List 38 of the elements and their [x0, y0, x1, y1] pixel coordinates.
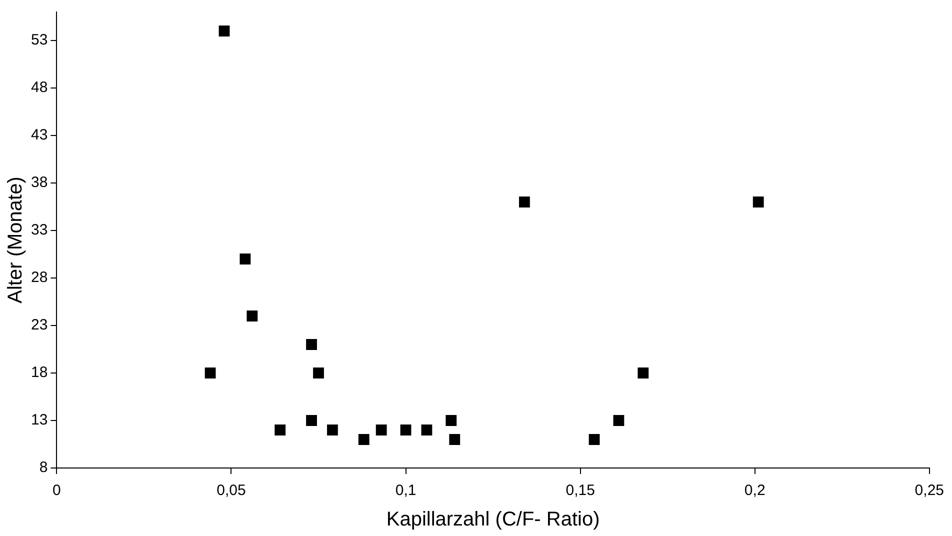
point	[274, 424, 286, 436]
point	[376, 424, 387, 436]
point	[588, 434, 600, 445]
point	[638, 368, 649, 378]
y-tick-label: 43	[30, 126, 48, 144]
point	[218, 26, 230, 36]
point	[240, 254, 251, 264]
y-tick-label: 33	[30, 222, 48, 239]
y-tick-label: 53	[30, 32, 48, 49]
point	[358, 434, 370, 445]
point	[246, 310, 258, 322]
x-axis-title: Kapillarzahl (C/F- Ratio)	[386, 508, 600, 531]
point	[446, 415, 457, 426]
x-tick-label: 0,2	[744, 482, 766, 500]
y-tick-label: 13	[30, 412, 48, 429]
point	[400, 424, 412, 436]
point	[306, 415, 317, 426]
y-tick-label: 48	[30, 79, 48, 96]
y-tick-label: 8	[39, 459, 48, 476]
x-tick-label: 0,1	[395, 482, 416, 500]
x-tick-label: 0,25	[914, 482, 944, 500]
point	[327, 424, 338, 436]
x-tick-label: 0,05	[216, 482, 246, 500]
y-axis-title: Alter (Monate)	[4, 176, 27, 304]
y-tick-label: 18	[30, 364, 48, 382]
point	[449, 434, 460, 445]
y-tick-label: 28	[30, 269, 48, 286]
x-tick-label: 0,15	[566, 482, 595, 500]
point	[313, 368, 324, 378]
y-tick-label: 38	[30, 174, 48, 192]
point	[204, 368, 216, 378]
x-tick-label: 0	[52, 482, 61, 500]
point	[306, 339, 317, 350]
point	[613, 415, 624, 426]
point	[519, 196, 530, 208]
point	[421, 424, 432, 436]
point	[752, 196, 764, 208]
y-tick-label: 23	[30, 316, 48, 334]
